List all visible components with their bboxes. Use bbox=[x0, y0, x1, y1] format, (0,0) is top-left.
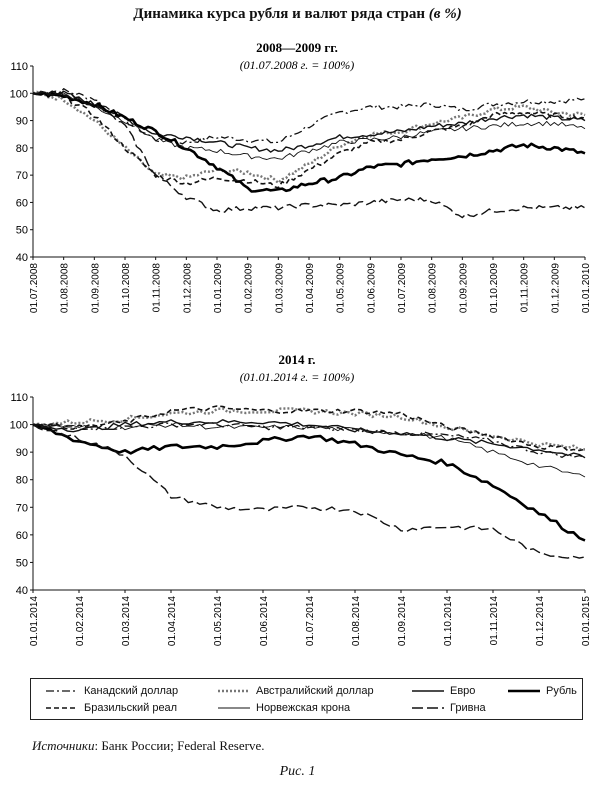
x-tick-label: 01.07.2008 bbox=[29, 263, 40, 313]
x-tick-label: 01.09.2014 bbox=[397, 596, 408, 646]
x-tick-label: 01.07.2014 bbox=[305, 596, 316, 646]
y-tick-label: 40 bbox=[16, 252, 28, 264]
x-tick-label: 01.08.2008 bbox=[60, 263, 71, 313]
x-tick-label: 01.06.2009 bbox=[366, 263, 377, 313]
series-line-Гривна bbox=[32, 424, 586, 559]
legend-item: Австралийский доллар bbox=[217, 685, 374, 697]
x-tick-label: 01.05.2009 bbox=[336, 263, 347, 313]
legend-item: Бразильский реал bbox=[45, 702, 177, 714]
series-line-Австралийский доллар bbox=[32, 90, 586, 185]
chart-panel-2: 2014 г. (01.01.2014 г. = 100%) 40 50 60 70 80 9… bbox=[10, 352, 592, 646]
legend-item: Евро bbox=[411, 685, 475, 697]
y-tick-label: 50 bbox=[16, 225, 28, 237]
y-tick-label: 100 bbox=[10, 88, 28, 100]
x-tick-label: 01.08.2009 bbox=[428, 263, 439, 313]
series-line-Норвежская крона bbox=[32, 421, 586, 478]
y-tick-label: 90 bbox=[16, 447, 28, 459]
source-label: Источники bbox=[32, 738, 95, 753]
legend-label: Австралийский доллар bbox=[256, 685, 374, 697]
main-title: Динамика курса рубля и валют ряда стран … bbox=[0, 6, 595, 23]
charts-canvas: 2008—2009 гг. (01.07.2008 г. = 100%) 40 50 6… bbox=[10, 40, 592, 646]
x-tick-label: 01.03.2014 bbox=[121, 596, 132, 646]
y-tick-label: 40 bbox=[16, 585, 28, 597]
y-tick-label: 70 bbox=[16, 502, 28, 514]
source-text: : Банк России; Federal Reserve. bbox=[94, 738, 265, 753]
x-tick-label: 01.12.2008 bbox=[182, 263, 193, 313]
legend-swatch bbox=[412, 690, 444, 692]
legend-swatch bbox=[46, 690, 78, 692]
legend-label: Норвежская крона bbox=[256, 702, 351, 714]
series-line-Рубль bbox=[32, 423, 586, 542]
legend-swatch bbox=[46, 707, 78, 709]
y-tick-label: 80 bbox=[16, 143, 28, 155]
x-tick-label: 01.01.2015 bbox=[581, 596, 592, 646]
x-tick-label: 01.09.2009 bbox=[458, 263, 469, 313]
series-line-Рубль bbox=[32, 91, 586, 193]
y-tick-label: 110 bbox=[10, 61, 28, 73]
chart-subtitle: (01.07.2008 г. = 100%) bbox=[240, 58, 355, 72]
series-line-Бразильский реал bbox=[32, 405, 586, 452]
series-line-Бразильский реал bbox=[33, 91, 586, 189]
legend-label: Евро bbox=[450, 685, 476, 697]
legend-swatch bbox=[508, 689, 540, 693]
legend-swatch bbox=[412, 707, 444, 709]
x-tick-label: 01.01.2014 bbox=[29, 596, 40, 646]
x-tick-label: 01.07.2009 bbox=[397, 263, 408, 313]
legend-label: Бразильский реал bbox=[84, 702, 178, 714]
legend-label: Гривна bbox=[450, 702, 486, 714]
x-tick-label: 01.02.2009 bbox=[244, 263, 255, 313]
x-tick-label: 01.04.2009 bbox=[305, 263, 316, 313]
x-tick-label: 01.01.2010 bbox=[581, 263, 592, 313]
x-tick-label: 01.11.2008 bbox=[152, 263, 163, 313]
x-tick-label: 01.06.2014 bbox=[259, 596, 270, 646]
x-tick-label: 01.11.2009 bbox=[520, 263, 531, 313]
x-tick-label: 01.10.2014 bbox=[443, 596, 454, 646]
x-tick-label: 01.08.2014 bbox=[351, 596, 362, 646]
x-tick-label: 01.12.2009 bbox=[550, 263, 561, 313]
legend-item: Норвежская крона bbox=[217, 702, 350, 714]
y-tick-label: 90 bbox=[16, 116, 28, 128]
main-title-unit: (в %) bbox=[428, 6, 462, 22]
x-tick-label: 01.01.2009 bbox=[213, 263, 224, 313]
main-title-text: Динамика курса рубля и валют ряда стран bbox=[133, 6, 426, 22]
series-line-Гривна bbox=[32, 90, 586, 219]
y-tick-label: 50 bbox=[16, 557, 28, 569]
legend-item: Канадский доллар bbox=[45, 685, 178, 697]
x-tick-label: 01.09.2008 bbox=[90, 263, 101, 313]
series-line-Канадский доллар bbox=[32, 421, 586, 459]
x-tick-label: 01.10.2008 bbox=[121, 263, 132, 313]
y-tick-label: 70 bbox=[16, 170, 28, 182]
legend-swatch bbox=[218, 707, 250, 709]
legend-swatch bbox=[218, 689, 250, 693]
x-tick-label: 01.02.2014 bbox=[75, 596, 86, 646]
y-tick-label: 80 bbox=[16, 475, 28, 487]
chart-title: 2008—2009 гг. bbox=[256, 40, 338, 55]
series-line-Евро bbox=[32, 90, 586, 153]
x-tick-label: 01.12.2014 bbox=[535, 596, 546, 646]
x-tick-label: 01.11.2014 bbox=[489, 596, 500, 646]
legend: Канадский доллар Австралийский доллар Евро… bbox=[30, 678, 583, 720]
legend-item: Рубль bbox=[507, 685, 577, 697]
chart-subtitle: (01.01.2014 г. = 100%) bbox=[240, 370, 355, 384]
x-tick-label: 01.10.2009 bbox=[489, 263, 500, 313]
figure-label: Рис. 1 bbox=[279, 764, 316, 779]
y-tick-label: 60 bbox=[16, 530, 28, 542]
y-tick-label: 100 bbox=[10, 420, 28, 432]
legend-item: Гривна bbox=[411, 702, 486, 714]
legend-label: Канадский доллар bbox=[84, 685, 179, 697]
x-tick-label: 01.05.2014 bbox=[213, 596, 224, 646]
chart-title: 2014 г. bbox=[279, 352, 316, 367]
chart-panel-1: 2008—2009 гг. (01.07.2008 г. = 100%) 40 50 6… bbox=[10, 40, 592, 313]
y-tick-label: 110 bbox=[10, 392, 28, 404]
series-line-Норвежская крона bbox=[32, 90, 586, 160]
legend-label: Рубль bbox=[546, 685, 577, 697]
x-tick-label: 01.03.2009 bbox=[274, 263, 285, 313]
x-tick-label: 01.04.2014 bbox=[167, 596, 178, 646]
source-note: Источники: Банк России; Federal Reserve. bbox=[32, 738, 264, 754]
y-tick-label: 60 bbox=[16, 197, 28, 209]
